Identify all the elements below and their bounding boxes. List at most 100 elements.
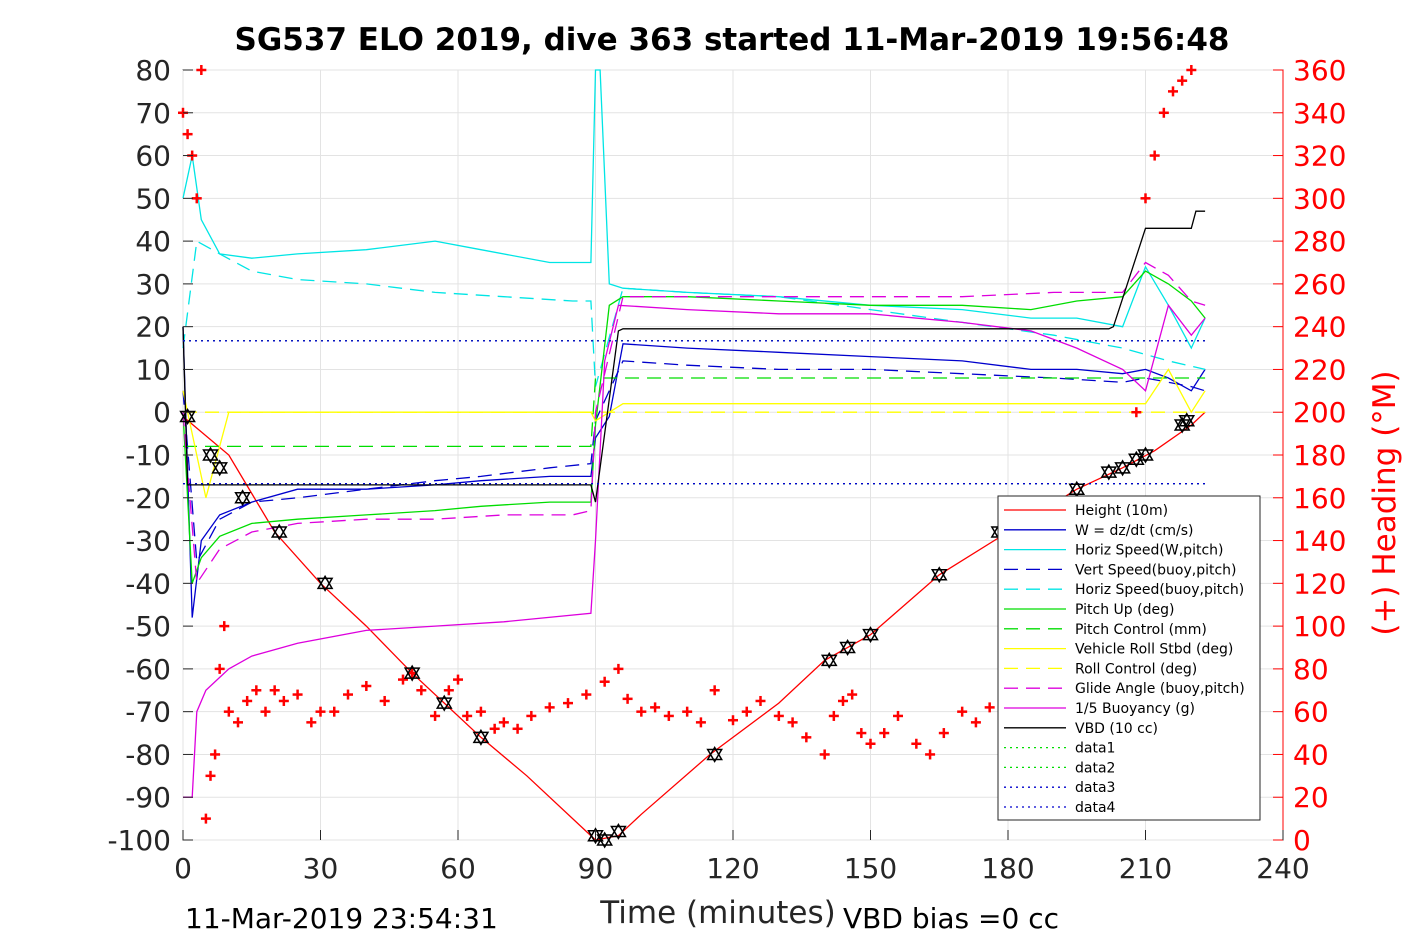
legend-item: Pitch Control (mm) [1004,622,1207,638]
y-right-tick-label: 220 [1293,353,1346,386]
heading-point [191,193,202,204]
y-tick-label: 40 [135,225,171,258]
legend-label: Vehicle Roll Stbd (deg) [1075,642,1233,658]
series-line [182,69,1206,350]
heading-point [498,717,509,728]
heading-point [343,689,353,700]
heading-point [599,676,610,687]
heading-point [329,706,340,717]
heading-point [242,695,253,706]
triangle-marker [930,566,948,584]
heading-point [379,695,390,706]
y-tick-label: -30 [125,525,171,558]
heading-point [938,728,949,739]
heading-point [475,706,486,717]
legend-label: Horiz Speed(W,pitch) [1075,543,1223,559]
legend-item: data4 [1004,800,1116,816]
heading-point [613,663,624,674]
y-tick-label: 30 [135,268,171,301]
legend-item: Roll Control (deg) [1004,661,1197,677]
triangle-marker [179,408,196,425]
left-axis: 80 70 60 50 40 30 20 10 0 -10 -20 -30 -40 -50 -60 -70 -8… [107,54,193,857]
y-right-tick-label: 260 [1293,268,1346,301]
heading-point [984,702,995,713]
triangle-marker [596,831,613,849]
legend-item: Vert Speed(buoy,pitch) [1004,562,1237,578]
x-axis-label: Time (minutes) [599,895,835,931]
heading-point [741,706,752,717]
legend-item: Pitch Up (deg) [1004,602,1174,618]
legend-item: Glide Angle (buoy,pitch) [1004,681,1245,697]
legend-item: Horiz Speed(W,pitch) [1004,543,1223,559]
chart-title: SG537 ELO 2019, dive 363 started 11-Mar-… [235,22,1230,58]
heading-point [755,695,766,706]
heading-point [462,710,473,721]
x-tick-label: 60 [440,852,476,885]
triangle-marker [862,626,879,644]
triangle-marker [1137,446,1154,464]
y-tick-label: -100 [107,824,171,857]
heading-point [893,710,903,721]
legend-label: data1 [1075,741,1115,757]
legend-label: Glide Angle (buoy,pitch) [1075,681,1245,697]
y-right-tick-label: 140 [1293,525,1346,558]
heading-point [416,685,427,696]
heading-point [847,689,858,700]
heading-point [315,706,326,717]
legend-label: W = dz/dt (cm/s) [1075,523,1194,539]
triangle-marker [403,664,421,682]
y-right-tick-label: 60 [1293,696,1329,729]
legend-item: data2 [1004,760,1115,776]
y-tick-label: -50 [125,610,171,643]
y-tick-label: 60 [135,140,171,173]
heading-point [636,706,647,717]
y-right-tick-label: 320 [1293,140,1346,173]
heading-point [581,689,592,700]
y-tick-label: -90 [125,781,171,814]
y-tick-label: -20 [125,482,171,515]
heading-point [233,717,243,728]
legend: Height (10m) W = dz/dt (cm/s) Horiz Speed(… [997,495,1261,821]
triangle-marker [472,728,490,746]
triangle-marker [820,651,838,669]
heading-point [819,749,830,760]
heading-point [205,770,216,781]
x-tick-label: 150 [844,852,897,885]
x-tick-label: 180 [981,852,1034,885]
series-line [182,210,1206,503]
heading-point [773,710,784,721]
heading-point [223,706,234,717]
y-tick-label: 20 [135,311,171,344]
series-line [182,326,1206,618]
x-tick-label: 90 [578,852,614,885]
heading-point [801,732,812,743]
legend-item: 1/5 Buoyancy (g) [1004,701,1195,717]
legend-label: VBD (10 cc) [1075,721,1158,737]
triangle-marker [1114,459,1131,477]
legend-label: data3 [1075,780,1115,796]
heading-point [443,685,454,696]
heading-point [361,681,372,691]
heading-point [1186,65,1197,75]
y-right-tick-label: 120 [1293,567,1346,600]
heading-point [1168,86,1178,97]
y-tick-label: -60 [125,653,171,686]
heading-point [911,738,922,749]
x-tick-label: 30 [303,852,339,885]
heading-point [925,749,936,760]
series-layer [182,69,1206,841]
y-tick-label: -40 [125,567,171,600]
y-right-tick-label: 80 [1293,653,1329,686]
legend-item: W = dz/dt (cm/s) [1004,523,1194,539]
y-right-tick-label: 300 [1293,182,1346,215]
heading-point [1177,75,1188,86]
legend-label: Roll Control (deg) [1075,661,1197,677]
y-tick-label: 10 [135,353,171,386]
heading-point [200,813,211,824]
triangle-marker [1100,463,1118,481]
triangle-marker [1068,480,1086,498]
legend-item: data1 [1004,741,1115,757]
y-tick-label: -70 [125,696,171,729]
heading-point [306,717,317,728]
heading-point [453,674,463,685]
